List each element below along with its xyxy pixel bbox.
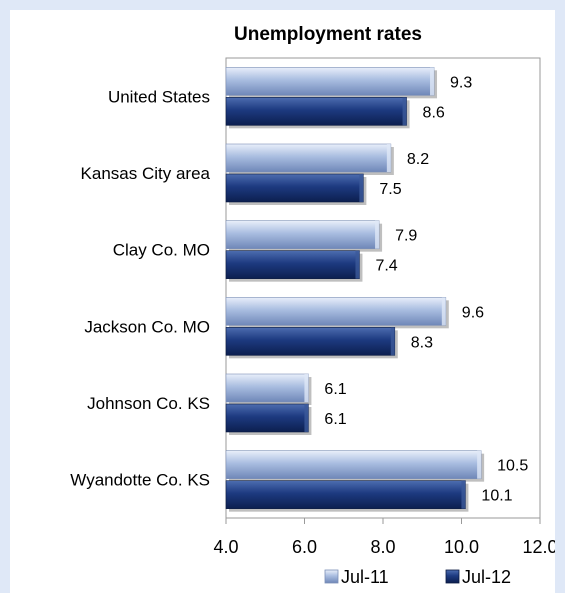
category-label: Clay Co. MO <box>113 241 210 260</box>
bar-bevel <box>390 327 395 356</box>
chart-container: Unemployment rates United States 9.3 8.6 Ka… <box>10 10 555 593</box>
bar-bevel <box>430 67 435 96</box>
bar-jul11 <box>225 450 482 479</box>
bar-jul12 <box>225 480 466 509</box>
bar-bevel <box>386 144 391 172</box>
bar-bevel <box>359 174 364 202</box>
data-label: 8.3 <box>411 334 433 351</box>
data-label: 7.5 <box>379 181 401 198</box>
legend-label: Jul-11 <box>341 567 389 587</box>
x-tick-label: 10.0 <box>444 537 479 557</box>
bar-bevel <box>402 97 407 126</box>
bar-bevel <box>304 374 309 402</box>
bar-bevel <box>441 297 446 326</box>
legend-swatch <box>324 569 339 584</box>
data-label: 9.6 <box>462 304 484 321</box>
legend: Jul-11 Jul-12 <box>324 567 511 587</box>
bar-jul12 <box>225 250 360 279</box>
chart-title: Unemployment rates <box>234 24 422 45</box>
x-tick-label: 4.0 <box>213 537 238 557</box>
bar-bevel <box>304 404 309 432</box>
legend-swatch <box>445 569 460 584</box>
data-label: 8.6 <box>423 104 445 121</box>
data-label: 9.3 <box>450 74 472 91</box>
bar-jul12 <box>225 327 396 356</box>
data-label: 6.1 <box>324 411 346 428</box>
bar-bevel <box>477 450 482 479</box>
data-label: 7.9 <box>395 228 417 245</box>
bar-jul11 <box>225 297 447 326</box>
bar-bevel <box>461 480 466 509</box>
bar-jul11 <box>225 373 309 403</box>
bar-bevel <box>355 250 360 279</box>
unemployment-bar-chart: Unemployment rates United States 9.3 8.6 Ka… <box>70 24 555 587</box>
bar-bevel <box>375 220 380 249</box>
category-label: Johnson Co. KS <box>87 394 210 413</box>
data-label: 10.1 <box>481 488 512 505</box>
category-label: United States <box>108 87 210 106</box>
bar-jul12 <box>225 403 309 433</box>
data-label: 6.1 <box>324 381 346 398</box>
plot-area: United States 9.3 8.6 Kansas City area 8.2 7.… <box>70 57 555 557</box>
x-tick-label: 8.0 <box>370 537 395 557</box>
data-label: 10.5 <box>497 458 528 475</box>
data-label: 7.4 <box>375 258 397 275</box>
legend-label: Jul-12 <box>462 567 511 587</box>
x-tick-label: 12.0 <box>522 537 555 557</box>
bar-jul11 <box>225 220 380 249</box>
bar-jul11 <box>225 67 435 96</box>
data-label: 8.2 <box>407 151 429 168</box>
category-label: Kansas City area <box>81 164 211 183</box>
category-label: Wyandotte Co. KS <box>70 471 210 490</box>
bar-jul11 <box>225 143 392 173</box>
x-tick-label: 6.0 <box>292 537 317 557</box>
bar-jul12 <box>225 97 407 126</box>
category-label: Jackson Co. MO <box>84 317 210 336</box>
bar-jul12 <box>225 173 364 203</box>
